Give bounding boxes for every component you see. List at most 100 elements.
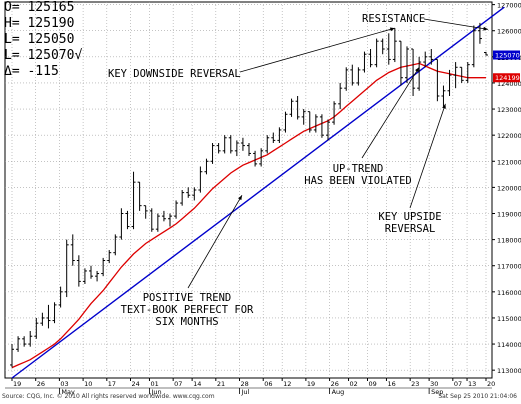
ohlc-bar [429,49,434,65]
x-tick-label: 12 [283,380,291,388]
ohlc-bar [295,96,300,120]
arrow-positive-trend [187,195,243,289]
ohlc-bar [186,187,191,198]
y-tick-label: 118000 [497,237,521,245]
arrow-positive-trend-head [238,195,242,201]
ohlc-bar [253,150,258,167]
last-price-tag: 125070 [495,52,520,60]
month-label: May [61,388,75,396]
ma-price-tag-box [493,73,520,83]
positive-trend-label: TEXT-BOOK PERFECT FOR [121,304,254,316]
arrow-uptrend-violated [361,67,420,159]
ohlc-bar [149,208,154,232]
ohlc-bar [307,111,312,133]
ohlc-bar [204,158,209,175]
y-tick-label: 122000 [497,132,521,140]
ohlc-bar [101,257,106,277]
x-tick-label: 07 [174,380,182,388]
ohlc-bar [222,135,227,154]
ohlc-bar [362,51,367,73]
x-tick-label: 23 [411,380,419,388]
ohlc-bar [143,205,148,219]
ohlc-bar [350,64,355,86]
ohlc-bar [22,336,27,347]
ohlc-bar [76,255,81,287]
ohlc-bar [356,67,361,86]
ohlc-last: L= 125070√ [4,48,83,63]
ohlc-bar [368,49,373,68]
uptrend-violated-label: UP-TREND [333,163,384,175]
arrow-uptrend-violated-head [415,67,420,73]
ohlc-bar [326,119,330,141]
ohlc-bar [265,135,270,154]
y-tick-label: 121000 [497,158,521,166]
y-tick-label: 114000 [497,341,521,349]
timestamp-footer: Sat Sep 25 2010 21:04:06 [438,393,517,400]
ohlc-bar [58,286,63,308]
y-tick-label: 116000 [497,289,521,297]
arrow-resistance [423,18,489,30]
y-tick-label: 126000 [497,28,521,36]
ohlc-open: O= 125165 [4,0,75,15]
x-tick-label: 19 [13,380,21,388]
ohlc-bar [259,148,264,167]
arrow-key-upside-head [442,103,446,109]
ohlc-bar [405,46,409,83]
ohlc-bar [380,38,385,55]
ohlc-bar [271,132,276,143]
ohlc-bar [161,210,166,222]
ohlc-bar [125,210,130,230]
uptrend-violated-label: HAS BEEN VIOLATED [304,175,411,187]
ohlc-bar [313,114,318,133]
ohlc-bar [64,239,69,298]
ohlc-bar [10,344,14,368]
ohlc-bar [52,302,57,324]
ohlc-bar [113,234,118,256]
ohlc-bar [210,143,215,164]
source-footer: Source: CQG, Inc. © 2010 All rights rese… [2,393,215,400]
ohlc-bar [46,304,51,329]
ohlc-bar [216,143,221,154]
last-price-tag-box [493,50,520,60]
x-tick-label: 20 [487,380,495,388]
ohlc-bar [435,58,440,102]
ohlc-bar [477,22,482,44]
ohlc-bar [332,101,337,125]
ohlc-bar [16,336,21,352]
positive-trend-label: SIX MONTHS [155,316,218,328]
ohlc-bar [228,135,233,154]
x-tick-label: 13 [468,380,476,388]
ohlc-bar [247,143,251,157]
ohlc-bar [119,208,124,240]
ohlc-bar [180,190,185,206]
ohlc-bar [40,312,45,326]
x-tick-label: 28 [241,380,249,388]
arrow-resistance-head [483,26,489,31]
resistance-label: RESISTANCE [362,13,425,25]
x-tick-label: 01 [150,380,158,388]
month-label: Jul [241,388,250,396]
ohlc-bar [392,28,397,63]
x-tick-label: 26 [37,380,45,388]
ohlc-bar [82,268,87,284]
x-tick-label: 14 [193,380,201,388]
y-tick-label: 117000 [497,263,521,271]
ohlc-bar [423,51,428,68]
ohlc-bar [441,85,446,107]
ohlc-bar [70,234,75,266]
ohlc-bar [447,69,452,96]
ohlc-bar [471,25,476,68]
y-tick-label: 115000 [497,315,521,323]
ohlc-bar [465,62,470,83]
positive-trend-label: POSITIVE TREND [143,292,232,304]
ohlc-bar [28,331,33,347]
x-tick-label: 19 [307,380,315,388]
x-tick-label: 21 [217,380,225,388]
ohlc-bar [319,114,324,138]
ohlc-bar [417,56,422,91]
ohlc-high: H= 125190 [4,16,75,31]
x-tick-label: 03 [60,380,68,388]
ohlc-bar [484,51,488,56]
key-upside-reversal-label: REVERSAL [385,223,436,235]
